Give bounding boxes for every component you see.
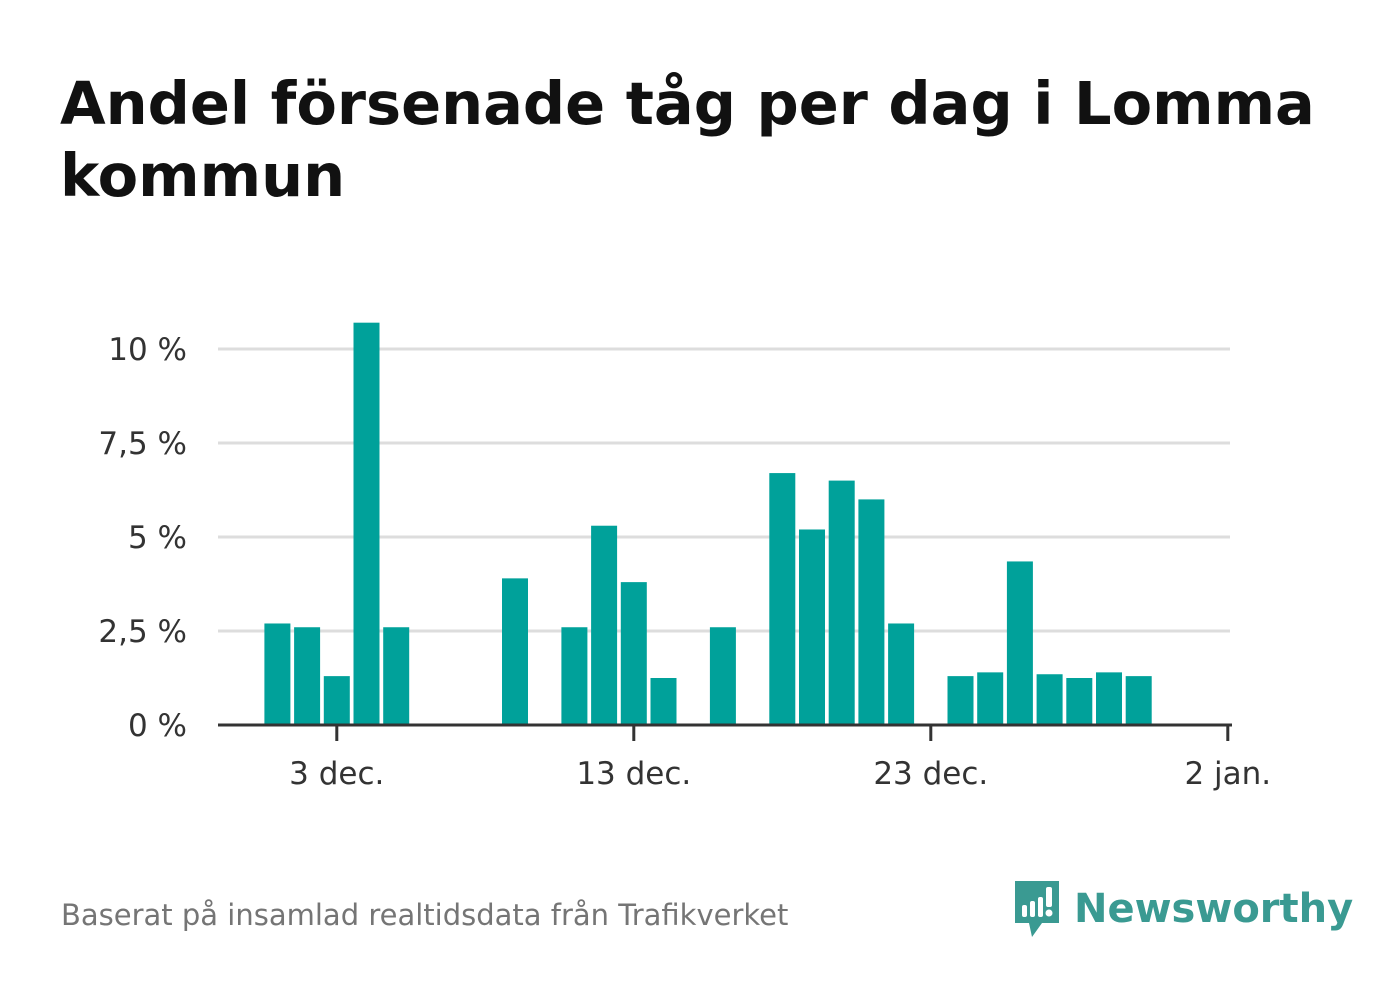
x-tick-label: 23 dec. <box>873 756 988 792</box>
bar <box>977 672 1004 725</box>
x-tick-label: 2 jan. <box>1184 756 1271 792</box>
x-tick-label: 3 dec. <box>289 756 384 792</box>
bar <box>1006 561 1033 725</box>
bars <box>264 322 1152 725</box>
bar <box>650 678 677 725</box>
x-axis: 3 dec. 13 dec. 23 dec. 2 jan. <box>218 723 1271 792</box>
y-axis-labels: 0 % 2,5 % 5 % 7,5 % 10 % <box>98 332 187 744</box>
bar <box>591 525 618 725</box>
bar <box>1066 678 1093 725</box>
brand-name: Newsworthy <box>1074 886 1354 932</box>
source-note: Baserat på insamlad realtidsdata från Tr… <box>61 898 789 932</box>
bar <box>264 623 291 725</box>
bar <box>709 627 736 725</box>
bar <box>888 623 915 725</box>
bar <box>947 676 974 725</box>
bar <box>502 578 528 725</box>
bar <box>799 529 825 725</box>
y-tick-label: 2,5 % <box>98 614 187 650</box>
y-tick-label: 0 % <box>128 708 187 744</box>
bar <box>620 582 647 725</box>
chart-title: Andel försenade tåg per dag i Lomma komm… <box>60 69 1315 210</box>
y-tick-label: 7,5 % <box>98 426 187 462</box>
bar <box>828 480 855 725</box>
bar <box>1036 674 1063 725</box>
y-tick-label: 5 % <box>128 520 187 556</box>
bar <box>561 627 588 725</box>
bar <box>383 627 410 725</box>
bar <box>1096 672 1122 725</box>
brand-logo[interactable]: Newsworthy <box>1012 879 1353 939</box>
bar <box>353 322 380 725</box>
bar <box>323 676 350 725</box>
newsworthy-logo-icon <box>1015 881 1059 937</box>
bar <box>1125 676 1152 725</box>
bar <box>769 473 796 725</box>
bar <box>858 499 885 725</box>
x-tick-label: 13 dec. <box>576 756 691 792</box>
bar <box>294 627 321 725</box>
bar-chart: 0 % 2,5 % 5 % 7,5 % 10 % 3 dec. 13 dec. 23 dec… <box>98 322 1271 792</box>
y-tick-label: 10 % <box>108 332 187 368</box>
